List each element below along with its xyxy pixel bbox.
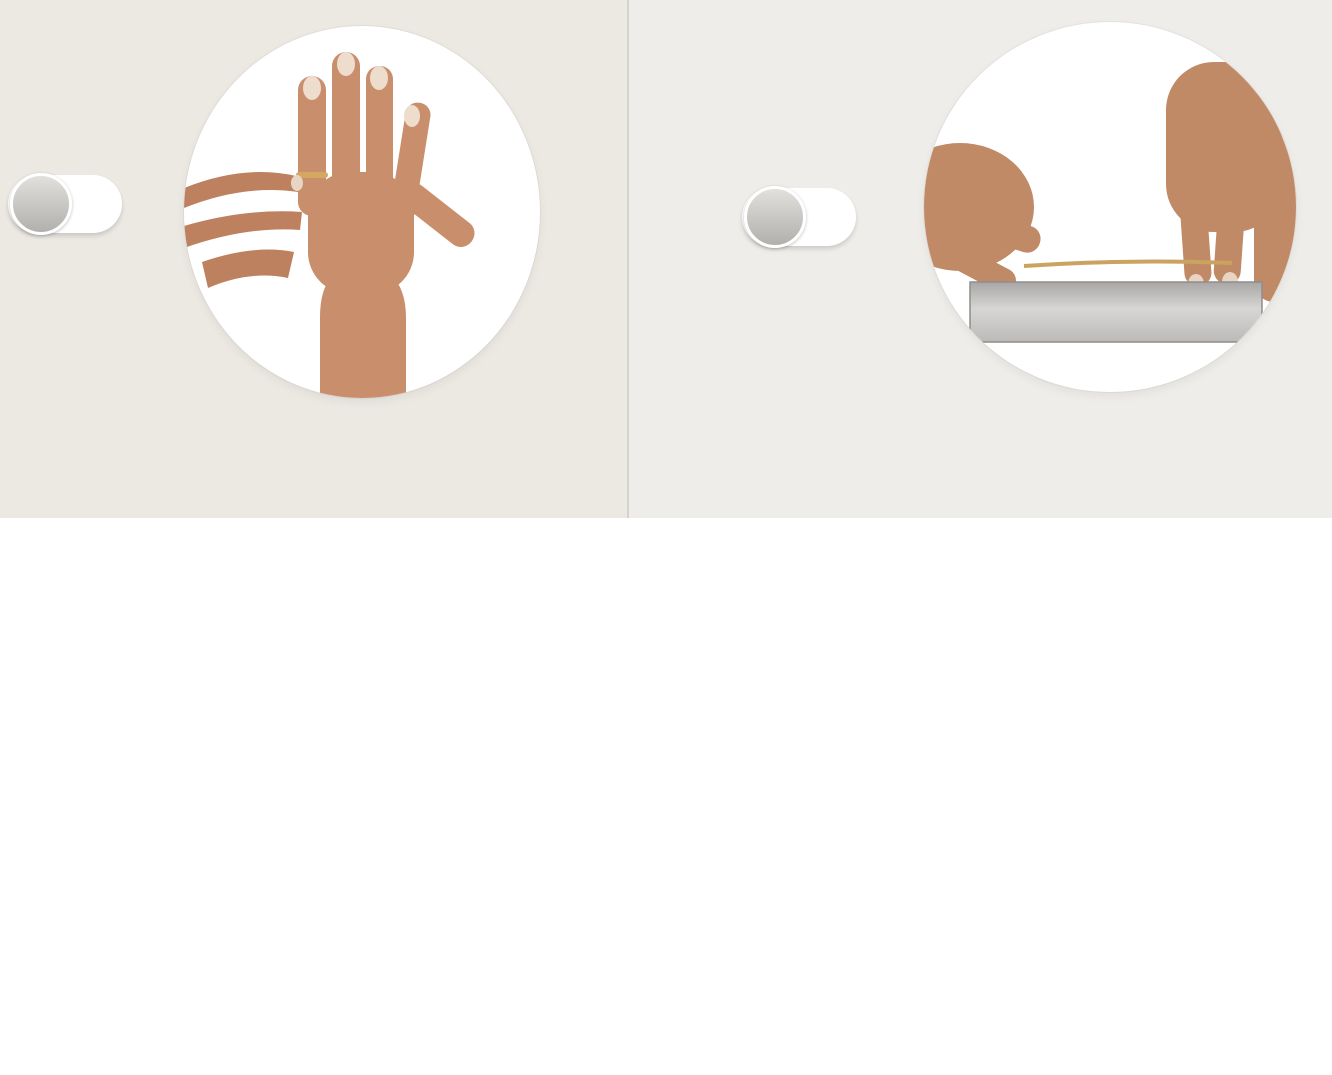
- hand-wrap-thread-illustration: [184, 52, 475, 398]
- step1-photo: [184, 26, 540, 398]
- gold-ring: [296, 172, 328, 178]
- step-number-circle: [744, 186, 806, 248]
- step2-photo: [924, 22, 1296, 392]
- measure-thread-illustration: [924, 62, 1296, 343]
- step-number-circle: [10, 173, 72, 235]
- ruler-illustration: [969, 281, 1263, 343]
- panel-divider: [627, 0, 629, 518]
- instructions-section: [0, 0, 1332, 518]
- step2-badge: [742, 186, 856, 248]
- helper-hand: [184, 172, 302, 288]
- gold-thread: [1023, 259, 1233, 268]
- step1-badge: [8, 173, 122, 235]
